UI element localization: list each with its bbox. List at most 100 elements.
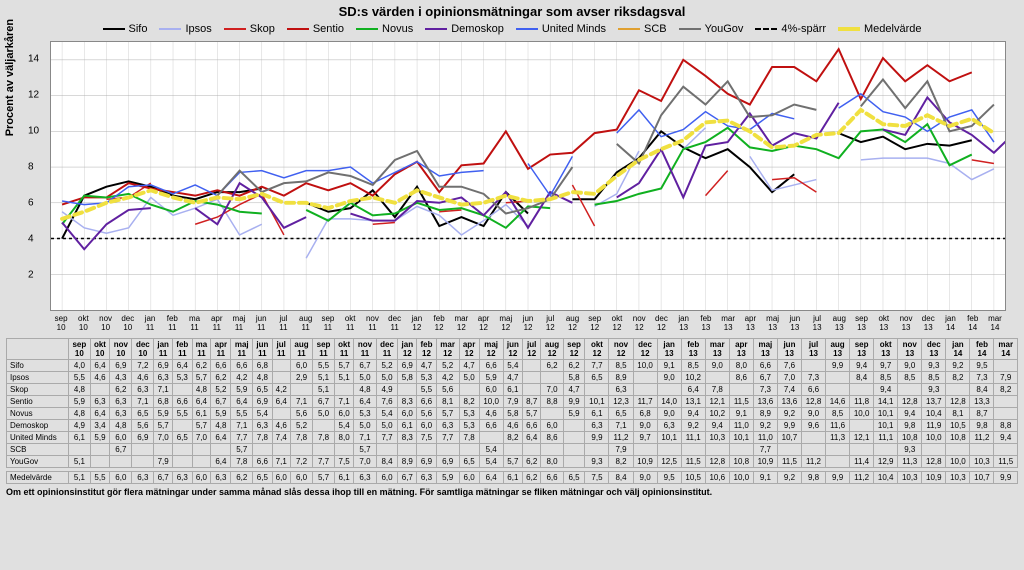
legend-swatch bbox=[755, 28, 777, 30]
cell: 7,7 bbox=[231, 432, 253, 444]
cell: 11,7 bbox=[633, 396, 657, 408]
cell: 9,2 bbox=[681, 420, 705, 432]
table-header: feb13 bbox=[681, 339, 705, 360]
cell bbox=[874, 444, 898, 456]
cell: 5,1 bbox=[334, 372, 353, 384]
cell bbox=[313, 444, 335, 456]
cell: 4,6 bbox=[132, 372, 154, 384]
cell: 5,5 bbox=[231, 408, 253, 420]
cell bbox=[192, 444, 211, 456]
table-header: mar13 bbox=[705, 339, 729, 360]
cell: 10,9 bbox=[753, 456, 777, 468]
cell: 9,2 bbox=[777, 408, 801, 420]
cell: 6,9 bbox=[398, 360, 417, 372]
cell: 5,2 bbox=[436, 360, 459, 372]
cell: 7,4 bbox=[777, 384, 801, 396]
cell: 6,7 bbox=[154, 472, 173, 484]
table-header: apr12 bbox=[459, 339, 479, 360]
cell bbox=[657, 444, 681, 456]
cell: 7,7 bbox=[436, 432, 459, 444]
cell: 7,5 bbox=[585, 472, 609, 484]
cell bbox=[994, 444, 1018, 456]
cell: 4,8 bbox=[211, 420, 231, 432]
cell: 6,1 bbox=[503, 472, 522, 484]
table-row: Sentio5,96,36,37,16,86,66,46,76,46,96,47… bbox=[7, 396, 1018, 408]
cell: 5,0 bbox=[376, 420, 398, 432]
legend-label: Sifo bbox=[129, 23, 148, 35]
cell: 6,1 bbox=[398, 420, 417, 432]
cell: 7,8 bbox=[459, 432, 479, 444]
cell: 10,8 bbox=[729, 456, 753, 468]
cell: 11,1 bbox=[681, 432, 705, 444]
cell: 6,0 bbox=[459, 472, 479, 484]
cell: 5,7 bbox=[503, 456, 522, 468]
cell bbox=[90, 456, 109, 468]
cell: 6,6 bbox=[523, 420, 541, 432]
cell: 4,9 bbox=[69, 420, 91, 432]
cell bbox=[994, 408, 1018, 420]
cell: 4,8 bbox=[69, 408, 91, 420]
table-header: apr13 bbox=[729, 339, 753, 360]
cell: 4,2 bbox=[272, 384, 290, 396]
cell: 11,5 bbox=[729, 396, 753, 408]
x-tick: dec11 bbox=[384, 314, 406, 336]
x-tick: dec10 bbox=[117, 314, 139, 336]
cell: 12,8 bbox=[705, 456, 729, 468]
cell: 5,5 bbox=[417, 384, 436, 396]
cell bbox=[69, 444, 91, 456]
cell: 10,5 bbox=[946, 420, 970, 432]
legend-label: SCB bbox=[644, 23, 667, 35]
cell: 10,9 bbox=[922, 472, 946, 484]
x-tick: aug12 bbox=[561, 314, 583, 336]
cell: 8,5 bbox=[681, 360, 705, 372]
cell: 5,7 bbox=[436, 408, 459, 420]
legend-swatch bbox=[679, 28, 701, 30]
cell: 6,5 bbox=[459, 456, 479, 468]
cell: 5,0 bbox=[459, 372, 479, 384]
x-tick: nov13 bbox=[895, 314, 917, 336]
cell: 5,7 bbox=[231, 444, 253, 456]
x-tick: okt13 bbox=[873, 314, 895, 336]
cell bbox=[705, 444, 729, 456]
cell: 7,9 bbox=[609, 444, 633, 456]
cell: 4,0 bbox=[69, 360, 91, 372]
cell: 6,5 bbox=[585, 372, 609, 384]
table-header: nov12 bbox=[609, 339, 633, 360]
cell: 5,3 bbox=[459, 408, 479, 420]
x-axis-labels: sep10okt10nov10dec10jan11feb11ma11apr11m… bbox=[50, 314, 1006, 336]
cell: 6,7 bbox=[110, 444, 132, 456]
cell: 7,6 bbox=[777, 360, 801, 372]
table-header: dec12 bbox=[633, 339, 657, 360]
cell: 5,5 bbox=[313, 360, 335, 372]
table-header: ma11 bbox=[192, 339, 211, 360]
cell: 7,8 bbox=[313, 432, 335, 444]
cell: 5,9 bbox=[436, 472, 459, 484]
cell: 6,4 bbox=[681, 384, 705, 396]
cell: 7,2 bbox=[290, 456, 312, 468]
table-header: jul12 bbox=[523, 339, 541, 360]
x-tick: maj12 bbox=[495, 314, 517, 336]
cell: 7,3 bbox=[970, 372, 994, 384]
cell: 6,4 bbox=[211, 456, 231, 468]
cell bbox=[90, 444, 109, 456]
cell bbox=[898, 384, 922, 396]
cell bbox=[729, 384, 753, 396]
cell bbox=[541, 408, 563, 420]
cell bbox=[777, 444, 801, 456]
chart-title: SD:s värden i opinionsmätningar som avse… bbox=[0, 0, 1024, 21]
cell: 9,8 bbox=[898, 420, 922, 432]
x-tick: mar13 bbox=[717, 314, 739, 336]
cell: 8,1 bbox=[436, 396, 459, 408]
cell bbox=[459, 444, 479, 456]
cell bbox=[563, 420, 585, 432]
cell: 11,3 bbox=[826, 432, 850, 444]
cell: 11,3 bbox=[898, 456, 922, 468]
cell bbox=[681, 444, 705, 456]
x-tick: jun12 bbox=[517, 314, 539, 336]
cell: 8,5 bbox=[898, 372, 922, 384]
table-header: aug13 bbox=[826, 339, 850, 360]
x-tick: sep10 bbox=[50, 314, 72, 336]
table-header: jun11 bbox=[253, 339, 272, 360]
chart-area: Procent av väljarkåren sep10okt10nov10de… bbox=[50, 41, 1006, 336]
cell: 5,9 bbox=[479, 372, 503, 384]
